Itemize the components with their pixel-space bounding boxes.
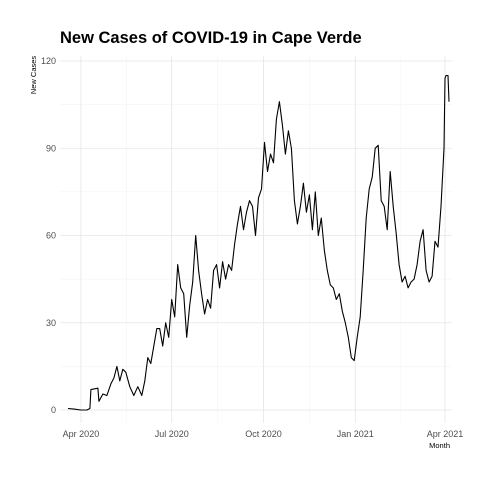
x-tick-label: Oct 2020 xyxy=(245,429,282,439)
series-layer xyxy=(67,74,450,411)
y-tick-label: 0 xyxy=(51,405,56,415)
y-tick-label: 120 xyxy=(41,56,56,66)
x-tick-label: Jul 2020 xyxy=(155,429,189,439)
x-tick-label: Jan 2021 xyxy=(337,429,374,439)
y-tick-label: 30 xyxy=(46,318,56,328)
x-tick-label: Apr 2020 xyxy=(63,429,100,439)
y-axis: 0 30 60 90 120 xyxy=(41,56,56,415)
y-axis-title: New Cases xyxy=(29,56,38,95)
y-tick-label: 90 xyxy=(46,143,56,153)
series-line xyxy=(67,74,450,411)
chart-title: New Cases of COVID-19 in Cape Verde xyxy=(60,29,362,47)
x-tick-label: Apr 2021 xyxy=(427,429,464,439)
grid xyxy=(60,56,452,423)
y-tick-label: 60 xyxy=(46,231,56,241)
x-axis: Apr 2020 Jul 2020 Oct 2020 Jan 2021 Apr 2021 xyxy=(63,429,464,439)
x-axis-title: Month xyxy=(429,441,450,450)
